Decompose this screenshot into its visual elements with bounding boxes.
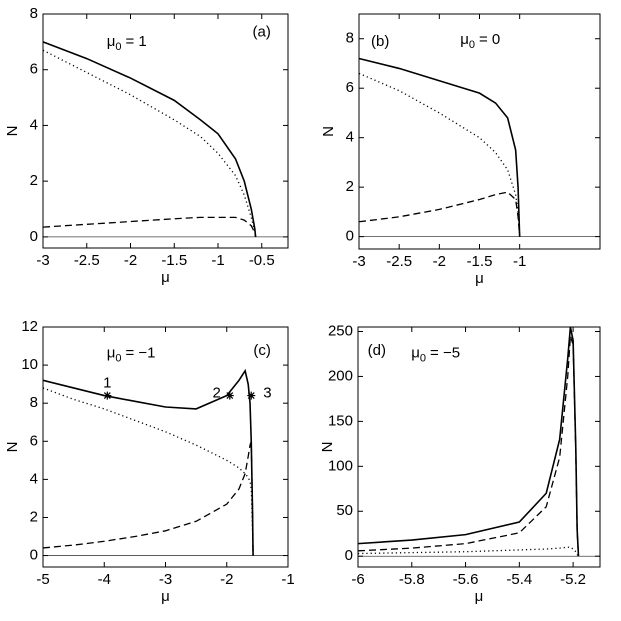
parameter-label: μ0 = 0 [460, 31, 500, 51]
x-tick-label: -3 [352, 253, 365, 270]
y-axis-label: N [319, 442, 336, 453]
x-axis-label: μ [475, 588, 484, 605]
axes-frame [357, 326, 601, 568]
data-line [42, 41, 257, 237]
parameter-value: = 0 [479, 31, 500, 48]
y-axis-label: N [4, 126, 21, 137]
y-tick-label: 12 [21, 318, 38, 335]
y-tick-label: 8 [346, 30, 354, 47]
y-tick-label: 2 [30, 172, 38, 189]
y-tick-label: 4 [30, 116, 38, 133]
data-line [358, 72, 521, 237]
data-line [42, 387, 254, 556]
y-axis-label: N [320, 126, 337, 137]
x-axis-label: μ [161, 588, 170, 605]
parameter-value: = 1 [125, 33, 146, 50]
x-tick-label: -2.5 [74, 252, 100, 269]
panel-label: (b) [371, 33, 389, 50]
y-tick-label: 2 [30, 508, 38, 525]
parameter-value: = −5 [430, 344, 460, 361]
parameter-subscript: 0 [115, 41, 121, 53]
y-tick-label: 8 [30, 5, 38, 22]
x-tick-label: -2 [124, 252, 137, 269]
data-line [358, 57, 521, 237]
parameter-label: μ0 = −5 [411, 344, 460, 364]
y-tick-label: 0 [346, 228, 354, 245]
y-tick-label: 150 [328, 412, 353, 429]
panel-label: (c) [253, 342, 271, 359]
x-tick-label: -1 [281, 571, 294, 588]
parameter-symbol: μ [460, 31, 469, 48]
x-tick-label: -1 [211, 252, 224, 269]
panel-label: (d) [368, 342, 386, 359]
data-line [357, 546, 580, 557]
y-axis-label: N [4, 442, 21, 453]
y-tick-label: 0 [345, 547, 353, 564]
y-tick-label: 250 [328, 322, 353, 339]
x-tick-label: -5.2 [560, 571, 586, 588]
y-tick-label: 0 [30, 228, 38, 245]
x-tick-label: -4 [98, 571, 111, 588]
y-tick-label: 8 [30, 394, 38, 411]
x-tick-label: -5 [36, 571, 49, 588]
x-axis-label: μ [475, 270, 484, 287]
x-tick-label: -2.5 [386, 253, 412, 270]
x-tick-label: -6 [351, 571, 364, 588]
point-label: 2 [212, 385, 220, 402]
x-tick-label: -1 [513, 253, 526, 270]
data-line [42, 49, 257, 237]
y-tick-label: 200 [328, 367, 353, 384]
x-tick-label: -3 [159, 571, 172, 588]
parameter-symbol: μ [107, 344, 116, 361]
x-tick-label: -1.5 [467, 253, 493, 270]
panel-label: (a) [253, 24, 271, 41]
x-axis-label: μ [161, 269, 170, 286]
data-line [42, 216, 257, 237]
x-tick-label: -0.5 [249, 252, 275, 269]
x-tick-label: -3 [36, 252, 49, 269]
y-tick-label: 4 [30, 470, 38, 487]
x-tick-label: -5.4 [506, 571, 532, 588]
x-tick-label: -2 [220, 571, 233, 588]
parameter-symbol: μ [107, 33, 116, 50]
y-tick-label: 10 [21, 356, 38, 373]
parameter-label: μ0 = 1 [107, 33, 147, 53]
x-tick-label: -2 [433, 253, 446, 270]
axes-frame [358, 13, 601, 250]
y-tick-label: 4 [346, 129, 354, 146]
data-line [358, 191, 521, 237]
axes-frame [42, 13, 289, 249]
x-tick-label: -5.8 [399, 571, 425, 588]
parameter-symbol: μ [411, 344, 420, 361]
data-line [42, 368, 254, 556]
point-marker [247, 391, 256, 400]
y-tick-label: 50 [336, 502, 353, 519]
point-marker [103, 391, 112, 400]
y-tick-label: 6 [346, 79, 354, 96]
y-tick-label: 6 [30, 432, 38, 449]
y-tick-label: 6 [30, 61, 38, 78]
x-tick-label: -5.6 [453, 571, 479, 588]
parameter-value: = −1 [125, 344, 155, 361]
parameter-subscript: 0 [469, 39, 475, 51]
parameter-subscript: 0 [420, 352, 426, 364]
axes-frame [42, 326, 289, 568]
data-line [357, 335, 580, 557]
point-marker [225, 391, 234, 400]
y-tick-label: 0 [30, 547, 38, 564]
point-label: 1 [103, 375, 111, 392]
x-tick-label: -1.5 [161, 252, 187, 269]
y-tick-label: 100 [328, 457, 353, 474]
data-line [42, 441, 254, 556]
point-label: 3 [263, 385, 271, 402]
data-line [357, 326, 580, 557]
y-tick-label: 2 [346, 178, 354, 195]
parameter-subscript: 0 [115, 352, 121, 364]
parameter-label: μ0 = −1 [107, 344, 156, 364]
